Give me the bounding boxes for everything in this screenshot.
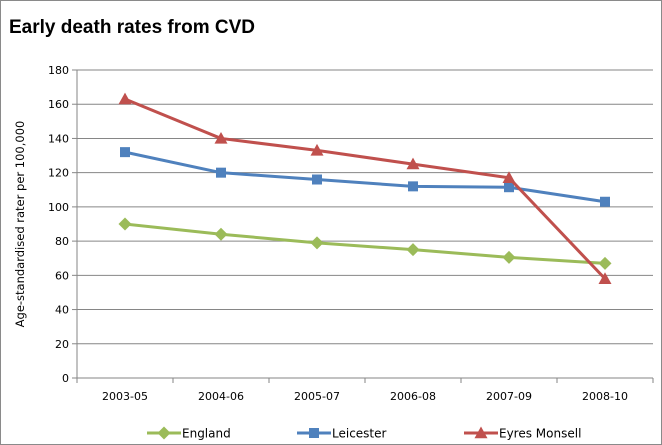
legend-label: England bbox=[182, 427, 231, 441]
x-tick-label: 2008-10 bbox=[582, 390, 628, 403]
data-point-eyres-monsell bbox=[310, 143, 324, 156]
data-point-england bbox=[214, 227, 228, 241]
data-point-eyres-monsell bbox=[502, 171, 516, 183]
data-point-england bbox=[118, 217, 132, 231]
data-point-leicester bbox=[216, 167, 226, 178]
x-tick-label: 2003-05 bbox=[102, 390, 148, 403]
legend-item-eyres-monsell: Eyres Monsell bbox=[464, 426, 581, 441]
data-point-eyres-monsell bbox=[598, 272, 612, 284]
x-tick-label: 2004-06 bbox=[198, 390, 244, 403]
series-eyres-monsell bbox=[118, 92, 612, 284]
y-tick-label: 0 bbox=[62, 372, 69, 385]
y-tick-label: 100 bbox=[48, 201, 69, 214]
series-line-leicester bbox=[124, 150, 606, 204]
data-point-england bbox=[598, 256, 612, 270]
data-point-england bbox=[310, 236, 324, 250]
series-line-england bbox=[124, 222, 606, 265]
series-line-eyres-monsell bbox=[124, 97, 607, 280]
data-point-eyres-monsell bbox=[406, 157, 420, 170]
series-england bbox=[118, 217, 612, 270]
x-tick-label: 2007-09 bbox=[486, 390, 532, 403]
legend-swatch-marker bbox=[474, 426, 488, 439]
data-point-eyres-monsell bbox=[118, 92, 132, 105]
legend-label: Leicester bbox=[332, 427, 387, 441]
y-tick-label: 80 bbox=[55, 235, 69, 248]
legend-item-leicester: Leicester bbox=[297, 427, 387, 441]
data-point-leicester bbox=[312, 174, 322, 185]
data-point-england bbox=[502, 250, 516, 264]
y-tick-label: 120 bbox=[48, 167, 69, 180]
y-axis-label: Age-standardised rater per 100,000 bbox=[13, 121, 27, 328]
y-tick-label: 60 bbox=[55, 269, 69, 282]
legend-label: Eyres Monsell bbox=[499, 427, 581, 441]
legend-item-england: England bbox=[147, 426, 231, 441]
data-point-eyres-monsell bbox=[214, 131, 228, 144]
legend-swatch-marker bbox=[309, 428, 319, 438]
y-tick-label: 160 bbox=[48, 98, 69, 111]
y-tick-label: 140 bbox=[48, 132, 69, 145]
y-tick-label: 40 bbox=[55, 304, 69, 317]
y-tick-label: 20 bbox=[55, 338, 69, 351]
data-point-england bbox=[406, 243, 420, 257]
chart-title: Early death rates from CVD bbox=[9, 17, 256, 38]
data-point-leicester bbox=[600, 196, 610, 207]
legend-swatch-marker bbox=[157, 426, 171, 440]
y-tick-label: 180 bbox=[48, 64, 69, 77]
data-point-leicester bbox=[408, 181, 418, 192]
x-tick-label: 2005-07 bbox=[294, 390, 340, 403]
data-point-leicester bbox=[504, 182, 514, 193]
x-tick-label: 2006-08 bbox=[390, 390, 436, 403]
data-point-leicester bbox=[120, 147, 130, 158]
series-leicester bbox=[120, 147, 610, 207]
